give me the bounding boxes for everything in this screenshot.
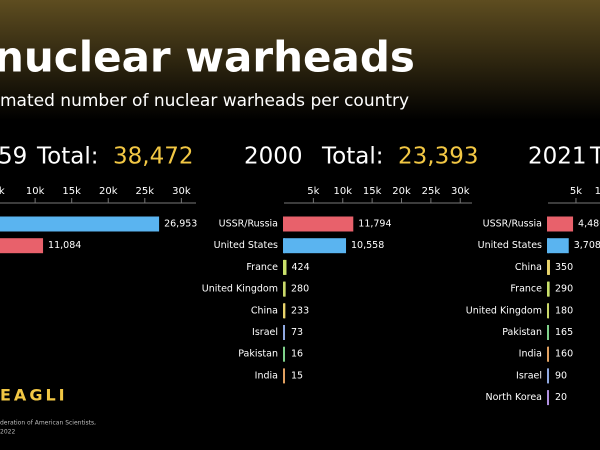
x-tick-label: 30k: [172, 186, 191, 197]
header-band: [0, 0, 600, 120]
x-tick-label: 20k: [99, 186, 118, 197]
total-label: Total:: [321, 144, 383, 170]
x-tick-label: 5k: [570, 186, 582, 197]
bar: [0, 238, 44, 254]
x-tick-label: 5k: [307, 186, 319, 197]
category-label: North Korea: [485, 392, 542, 403]
value-label: 424: [291, 262, 309, 273]
bar: [548, 238, 569, 254]
x-tick-label: 10k: [595, 186, 600, 197]
panel-year: 59: [0, 144, 27, 170]
value-label: 11,084: [48, 240, 81, 251]
value-label: 350: [555, 262, 573, 273]
total-value: 38,472: [113, 144, 193, 170]
category-label: United States: [478, 240, 542, 251]
category-label: USSR/Russia: [483, 219, 542, 230]
value-label: 280: [291, 284, 309, 295]
subtitle: mated number of nuclear warheads per cou…: [0, 91, 409, 111]
value-label: 4,480: [578, 219, 600, 230]
x-tick-label: 10k: [333, 186, 352, 197]
value-label: 10,558: [351, 240, 384, 251]
x-tick-label: 20k: [392, 186, 411, 197]
category-label: United Kingdom: [202, 284, 278, 295]
source: deration of American Scientists,: [0, 420, 96, 427]
category-label: India: [255, 370, 278, 381]
value-label: 165: [555, 327, 573, 338]
category-label: France: [246, 262, 278, 273]
x-tick-label: 25k: [136, 186, 155, 197]
bar: [548, 216, 574, 232]
category-label: USSR/Russia: [219, 219, 278, 230]
value-label: 16: [291, 349, 303, 360]
value-label: 180: [555, 305, 573, 316]
value-label: 160: [555, 349, 573, 360]
category-label: China: [251, 305, 278, 316]
title: nuclear warheads: [0, 33, 415, 82]
category-label: Israel: [252, 327, 278, 338]
panel-year: 2000: [244, 144, 303, 170]
category-label: China: [515, 262, 542, 273]
value-label: 90: [555, 370, 567, 381]
logo: EAGLI: [0, 386, 68, 405]
bar: [284, 216, 354, 232]
value-label: 20: [555, 392, 567, 403]
value-label: 73: [291, 327, 303, 338]
bar: [0, 216, 160, 232]
bar: [284, 259, 287, 275]
x-tick-label: 15k: [62, 186, 81, 197]
x-tick-label: 15k: [363, 186, 382, 197]
x-tick-label: 5k: [0, 186, 5, 197]
total-value: 23,393: [398, 144, 478, 170]
total-label: Total:: [36, 144, 98, 170]
value-label: 15: [291, 370, 303, 381]
value-label: 11,794: [358, 219, 391, 230]
x-tick-label: 30k: [451, 186, 470, 197]
category-label: India: [519, 349, 542, 360]
bar: [284, 238, 347, 254]
x-tick-label: 25k: [422, 186, 441, 197]
category-label: Israel: [516, 370, 542, 381]
value-label: 233: [291, 305, 309, 316]
total-label: T: [589, 144, 600, 170]
value-label: 26,953: [164, 219, 197, 230]
value-label: 290: [555, 284, 573, 295]
panel-year: 2021: [528, 144, 587, 170]
value-label: 3,708: [574, 240, 600, 251]
x-tick-label: 10k: [26, 186, 45, 197]
category-label: France: [510, 284, 542, 295]
category-label: Pakistan: [502, 327, 542, 338]
category-label: Pakistan: [238, 349, 278, 360]
category-label: United States: [214, 240, 278, 251]
category-label: United Kingdom: [466, 305, 542, 316]
source-date: 2022: [0, 429, 15, 436]
